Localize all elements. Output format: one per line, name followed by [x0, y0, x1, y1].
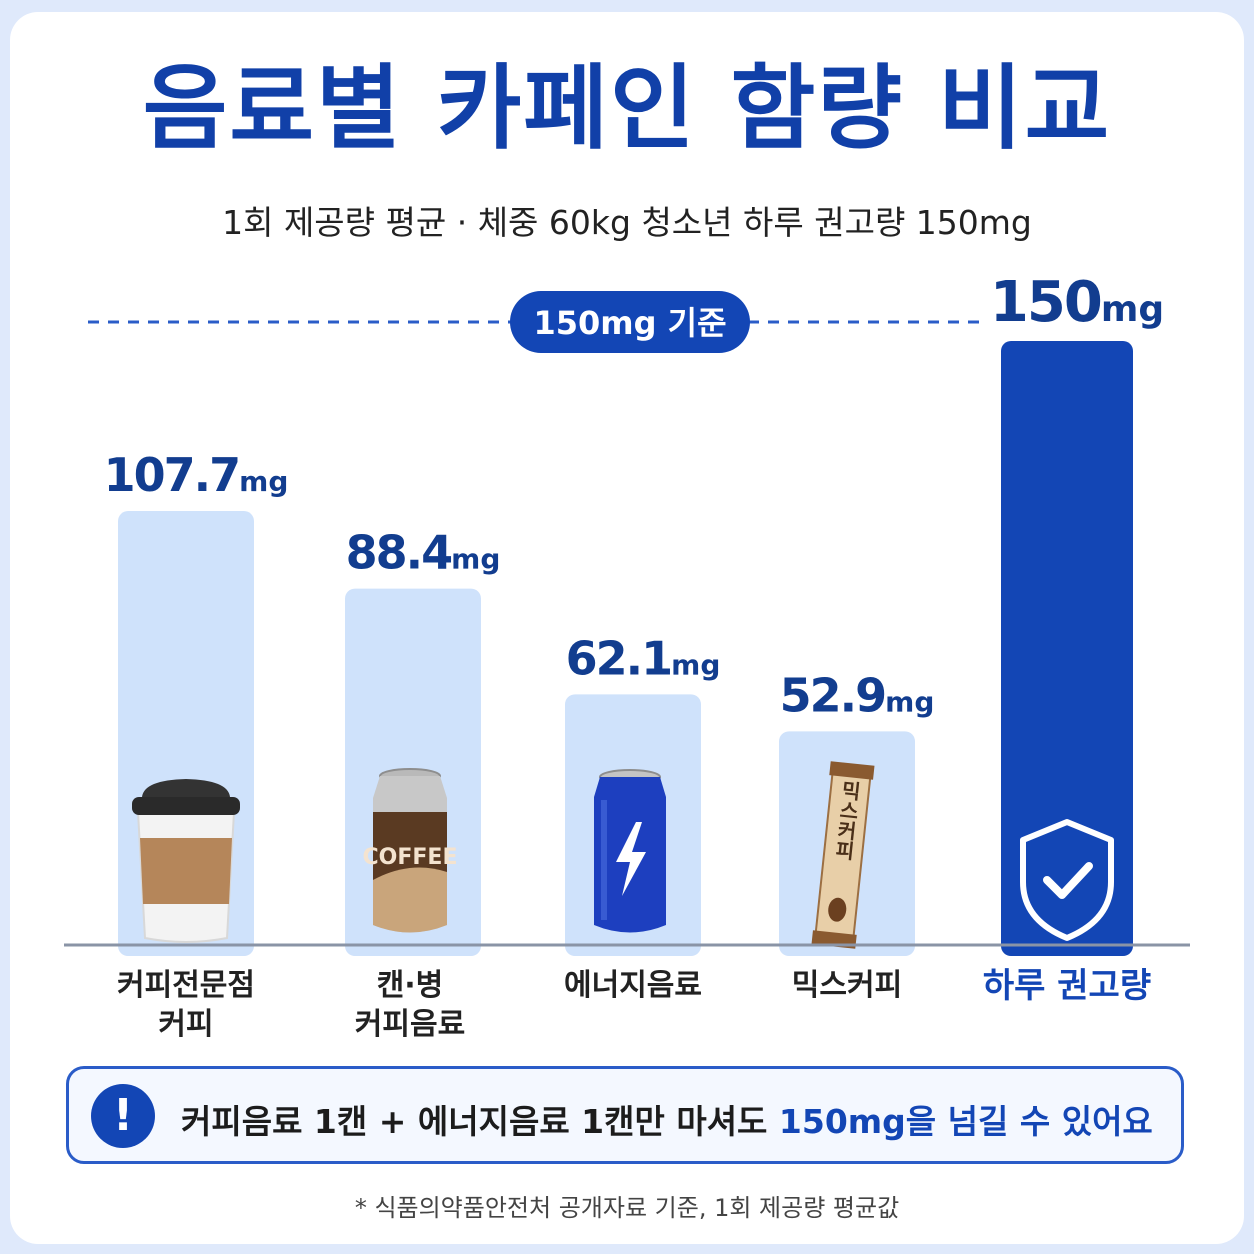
subtitle: 1회 제공량 평균 · 체중 60kg 청소년 하루 권고량 150mg — [222, 203, 1032, 242]
callout-text-main: 커피음료 1캔 + 에너지음료 1캔만 마셔도 — [181, 1102, 779, 1141]
value-number-daily-limit: 150 — [990, 270, 1101, 335]
shield-check-icon — [1020, 819, 1114, 941]
cat3-line1: 에너지음료 — [564, 968, 702, 1003]
cat1-line2: 커피 — [158, 1007, 214, 1042]
value-number-mix-coffee: 52.9 — [780, 668, 886, 722]
callout-box: ! 커피음료 1캔 + 에너지음료 1캔만 마셔도 150mg을 넘길 수 있어… — [66, 1066, 1184, 1164]
value-unit-energy-drink: mg — [671, 648, 720, 681]
value-label-energy-drink: 62.1mg — [566, 631, 721, 685]
energy-drink-can-icon — [594, 769, 666, 933]
callout-text: 커피음료 1캔 + 에너지음료 1캔만 마셔도 150mg을 넘길 수 있어요 — [181, 1095, 1153, 1143]
coffee-cup-icon — [132, 779, 240, 943]
value-unit-mix-coffee: mg — [885, 685, 934, 718]
cat2-line1: 캔·병 — [376, 968, 444, 1003]
value-unit-daily-limit: mg — [1101, 289, 1164, 330]
reference-badge: 150mg 기준 — [533, 304, 726, 342]
bar-daily-limit — [1001, 341, 1133, 956]
value-number-can-coffee: 88.4 — [346, 526, 452, 580]
coffee-can-icon: COFFEE — [363, 768, 458, 933]
category-label-mix-coffee: 믹스커피 — [737, 966, 957, 1005]
page-title: 음료별 카페인 함량 비교 — [142, 55, 1112, 162]
value-label-mix-coffee: 52.9mg — [780, 668, 935, 722]
can-text: COFFEE — [363, 845, 458, 870]
value-label-cafe-coffee: 107.7mg — [104, 448, 289, 502]
footnote: * 식품의약품안전처 공개자료 기준, 1회 제공량 평균값 — [354, 1194, 900, 1222]
cat4-line1: 믹스커피 — [791, 968, 903, 1003]
value-number-energy-drink: 62.1 — [566, 631, 672, 685]
category-label-daily-limit: 하루 권고량 — [957, 964, 1177, 1008]
reference-badge-bg — [510, 291, 750, 353]
cat2-line2: 커피음료 — [354, 1007, 466, 1042]
value-number-cafe-coffee: 107.7 — [104, 448, 240, 502]
exclamation-icon: ! — [91, 1084, 155, 1148]
category-label-cafe-coffee: 커피전문점 커피 — [76, 966, 296, 1044]
category-label-energy-drink: 에너지음료 — [523, 966, 743, 1005]
callout-text-highlight: 150mg을 넘길 수 있어요 — [778, 1102, 1153, 1141]
value-unit-can-coffee: mg — [451, 543, 500, 576]
cat1-line1: 커피전문점 — [117, 968, 255, 1003]
value-unit-cafe-coffee: mg — [239, 465, 288, 498]
category-label-can-coffee: 캔·병 커피음료 — [300, 966, 520, 1044]
value-label-daily-limit: 150mg — [990, 270, 1164, 335]
value-label-can-coffee: 88.4mg — [346, 526, 501, 580]
cat5-line1: 하루 권고량 — [982, 966, 1152, 1006]
